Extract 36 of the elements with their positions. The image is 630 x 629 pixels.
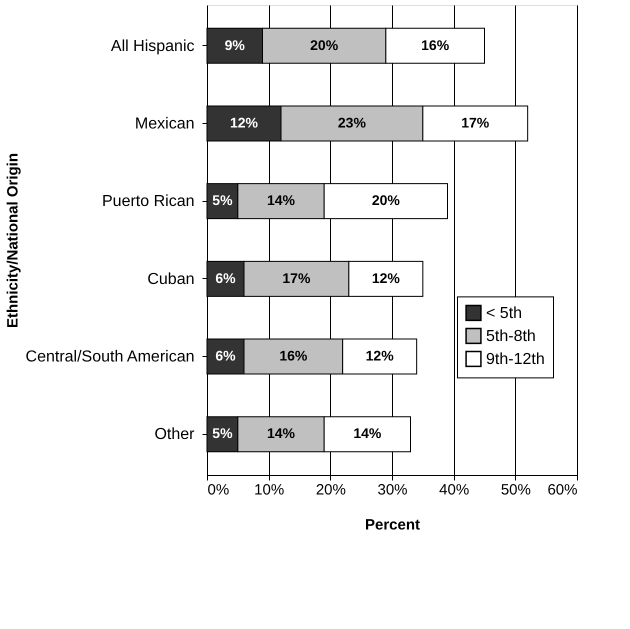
data-label: 14% xyxy=(266,192,296,208)
y-tick-label: Cuban xyxy=(147,270,194,288)
y-tick-label: Other xyxy=(154,426,196,444)
x-axis-title: Percent xyxy=(364,516,420,534)
data-label: 17% xyxy=(282,270,311,286)
data-label: 17% xyxy=(461,114,490,130)
data-label: 23% xyxy=(338,114,366,130)
data-label: 9% xyxy=(224,36,246,53)
x-tick-label: 10% xyxy=(254,482,284,498)
data-label: 16% xyxy=(421,36,450,53)
data-label: 12% xyxy=(372,270,400,286)
data-label: 5% xyxy=(212,425,234,442)
x-tick-label: 30% xyxy=(377,482,408,498)
x-tick-label: 50% xyxy=(500,482,531,498)
y-tick-label: Puerto Rican xyxy=(102,193,194,210)
data-label: 12% xyxy=(366,348,394,364)
x-tick-label: 40% xyxy=(439,482,470,498)
data-label: 20% xyxy=(310,36,339,53)
x-tick-label: 0% xyxy=(208,482,230,498)
data-label: 14% xyxy=(266,425,296,442)
data-label: 16% xyxy=(279,348,308,364)
y-tick-label: All Hispanic xyxy=(110,38,194,55)
y-tick-label: Central/South American xyxy=(26,348,194,366)
data-label: 5% xyxy=(212,192,234,208)
legend-label: 9th-12th xyxy=(486,350,545,368)
legend-label: 5th-8th xyxy=(486,328,536,345)
data-label: 6% xyxy=(215,348,236,364)
data-label: 20% xyxy=(372,192,400,208)
legend-label: < 5th xyxy=(486,304,522,322)
x-tick-label: 20% xyxy=(316,482,346,498)
y-tick-label: Mexican xyxy=(134,115,194,132)
data-label: 12% xyxy=(230,114,259,130)
y-axis-title: Ethnicity/National Origin xyxy=(4,152,22,328)
data-label: 6% xyxy=(215,270,236,286)
x-tick-label: 60% xyxy=(547,482,578,498)
data-label: 14% xyxy=(353,425,382,442)
